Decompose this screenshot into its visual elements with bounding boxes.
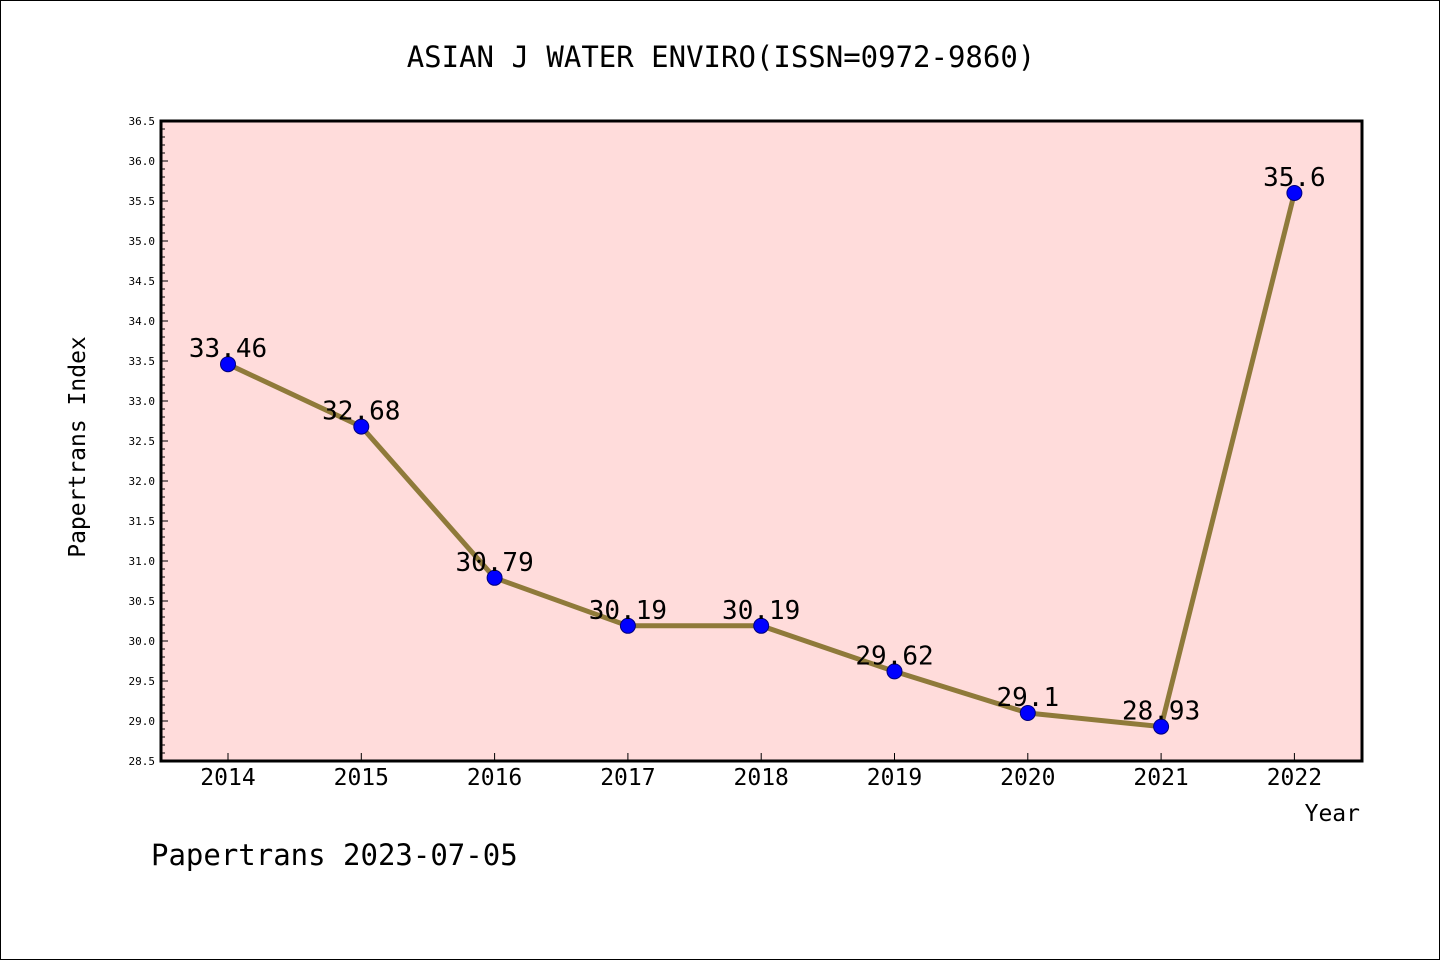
x-tick-label: 2018 xyxy=(734,765,789,791)
y-tick-label: 29.0 xyxy=(129,715,156,728)
x-axis-label: Year xyxy=(1305,801,1360,827)
data-labels: 33.46 32.68 30.79 30.19 30.19 29.62 29.1 28.93 3… xyxy=(189,163,1326,727)
x-axis: 2014 2015 2016 2017 2018 2019 2020 2021 2022 xyxy=(200,753,1322,791)
y-tick-label: 36.5 xyxy=(129,115,156,128)
chart-title: ASIAN J WATER ENVIRO(ISSN=0972-9860) xyxy=(407,40,1036,74)
y-tick-label: 32.0 xyxy=(129,475,156,488)
x-tick-label: 2014 xyxy=(200,765,255,791)
data-label: 29.1 xyxy=(996,683,1059,713)
y-tick-label: 35.5 xyxy=(129,195,156,208)
y-tick-label: 29.5 xyxy=(129,675,156,688)
y-tick-label: 30.0 xyxy=(129,635,156,648)
x-tick-label: 2021 xyxy=(1133,765,1188,791)
data-label: 28.93 xyxy=(1122,697,1200,727)
plot-area xyxy=(159,119,1364,763)
data-point xyxy=(753,617,770,634)
y-tick-label: 34.5 xyxy=(129,275,156,288)
y-axis-label: Papertrans Index xyxy=(65,336,91,558)
y-tick-label: 35.0 xyxy=(129,235,156,248)
data-label: 33.46 xyxy=(189,334,267,364)
data-point xyxy=(1286,185,1303,201)
data-point xyxy=(353,418,370,435)
y-tick-label: 30.5 xyxy=(129,595,156,608)
x-tick-label: 2017 xyxy=(600,765,655,791)
data-point xyxy=(486,569,503,586)
data-label: 29.62 xyxy=(855,641,933,671)
y-tick-label: 31.5 xyxy=(129,515,156,528)
data-label: 30.19 xyxy=(589,596,667,626)
data-point xyxy=(1153,718,1170,735)
data-label: 32.68 xyxy=(322,397,400,427)
data-label: 30.79 xyxy=(455,548,533,578)
data-point xyxy=(220,356,236,373)
y-tick-label: 28.5 xyxy=(129,755,156,768)
data-label: 35.6 xyxy=(1263,163,1326,193)
data-points xyxy=(220,185,1303,735)
x-tick-label: 2016 xyxy=(467,765,522,791)
footer-text: Papertrans 2023-07-05 xyxy=(151,838,518,872)
data-point xyxy=(619,617,636,634)
x-tick-label: 2020 xyxy=(1000,765,1055,791)
x-tick-label: 2022 xyxy=(1267,765,1322,791)
y-tick-label: 36.0 xyxy=(129,155,156,168)
data-label: 30.19 xyxy=(722,596,800,626)
y-axis: 28.5 29.0 29.5 30.0 30.5 31.0 31.5 32.0 32.5 33.0… xyxy=(129,115,168,768)
data-point xyxy=(1019,705,1036,721)
y-tick-label: 33.0 xyxy=(129,395,156,408)
y-tick-label: 31.0 xyxy=(129,555,156,568)
y-tick-label: 32.5 xyxy=(129,435,156,448)
y-tick-label: 33.5 xyxy=(129,355,156,368)
x-tick-label: 2015 xyxy=(334,765,389,791)
y-tick-label: 34.0 xyxy=(129,315,156,328)
data-point xyxy=(886,663,903,680)
x-tick-label: 2019 xyxy=(867,765,922,791)
